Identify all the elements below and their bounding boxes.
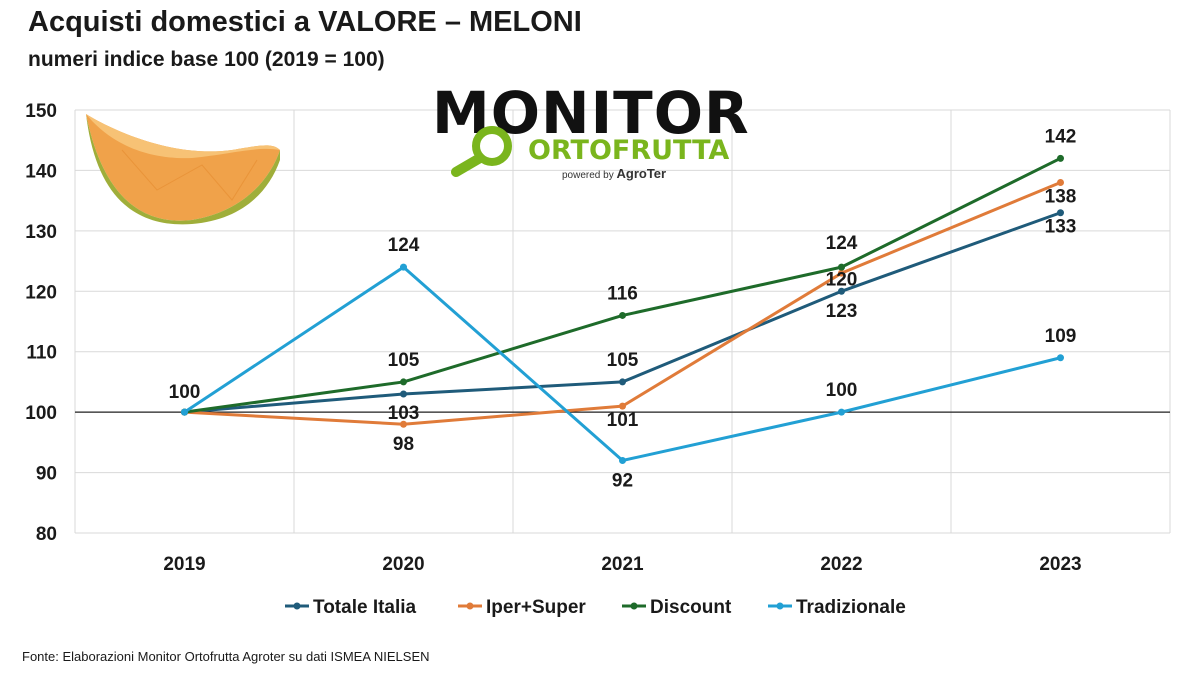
magnifier-icon — [451, 126, 512, 177]
data-point — [400, 420, 407, 428]
data-point — [400, 390, 407, 398]
data-label: 101 — [607, 410, 639, 431]
data-point — [619, 456, 626, 464]
legend-label: Totale Italia — [313, 597, 417, 618]
data-label: 138 — [1045, 187, 1077, 208]
data-label: 98 — [393, 434, 414, 455]
data-point — [838, 263, 845, 271]
data-label: 105 — [607, 350, 639, 371]
powered-by-brand: AgroTer — [616, 166, 667, 181]
x-tick-label: 2019 — [163, 554, 205, 575]
y-tick-label: 100 — [25, 403, 57, 424]
legend-marker — [776, 602, 784, 610]
monitor-ortofrutta-logo: MONITOR ORTOFRUTTA powered by AgroTer — [432, 82, 754, 182]
data-point — [619, 402, 626, 410]
data-point — [619, 311, 626, 319]
data-label: 109 — [1045, 326, 1077, 347]
legend-label: Tradizionale — [796, 597, 906, 618]
melon-slice-icon — [86, 114, 280, 225]
data-label: 142 — [1045, 126, 1077, 147]
data-point — [619, 378, 626, 386]
logo-sub-text: ORTOFRUTTA — [528, 135, 730, 166]
y-tick-label: 140 — [25, 161, 57, 182]
data-label: 116 — [607, 283, 638, 304]
data-point — [1057, 354, 1064, 362]
data-point — [838, 287, 845, 295]
chart-subtitle: numeri indice base 100 (2019 = 100) — [28, 48, 385, 71]
x-tick-label: 2021 — [601, 554, 644, 575]
data-label: 100 — [826, 380, 858, 401]
legend-marker — [630, 602, 638, 610]
data-label: 92 — [612, 470, 633, 491]
data-label: 124 — [388, 235, 420, 256]
data-point — [838, 408, 845, 416]
legend-marker — [293, 602, 301, 610]
data-label: 103 — [388, 403, 420, 424]
data-point — [838, 269, 845, 277]
data-label: 100 — [169, 382, 201, 403]
y-tick-label: 120 — [25, 282, 57, 303]
data-point — [1057, 154, 1064, 162]
source-note: Fonte: Elaborazioni Monitor Ortofrutta A… — [22, 649, 430, 664]
y-tick-label: 150 — [25, 101, 57, 122]
data-point — [400, 263, 407, 271]
data-point — [181, 408, 188, 416]
logo-powered-by: powered by AgroTer — [562, 166, 666, 181]
data-label: 105 — [388, 350, 420, 371]
y-tick-label: 130 — [25, 222, 57, 243]
legend-label: Discount — [650, 597, 732, 618]
legend-label: Iper+Super — [486, 597, 586, 618]
data-label: 133 — [1045, 217, 1077, 238]
x-tick-label: 2022 — [820, 554, 862, 575]
y-tick-label: 90 — [36, 464, 57, 485]
chart-title: Acquisti domestici a VALORE – MELONI — [28, 6, 582, 38]
legend-marker — [466, 602, 474, 610]
x-tick-label: 2020 — [382, 554, 424, 575]
data-label: 123 — [826, 301, 858, 322]
powered-by-prefix: powered by — [562, 170, 614, 181]
y-tick-label: 80 — [36, 524, 57, 545]
data-point — [400, 378, 407, 386]
y-tick-label: 110 — [26, 343, 57, 364]
data-label: 120 — [826, 269, 858, 290]
data-label: 124 — [826, 233, 858, 254]
data-point — [1057, 179, 1064, 187]
data-point — [1057, 209, 1064, 217]
x-tick-label: 2023 — [1039, 554, 1081, 575]
